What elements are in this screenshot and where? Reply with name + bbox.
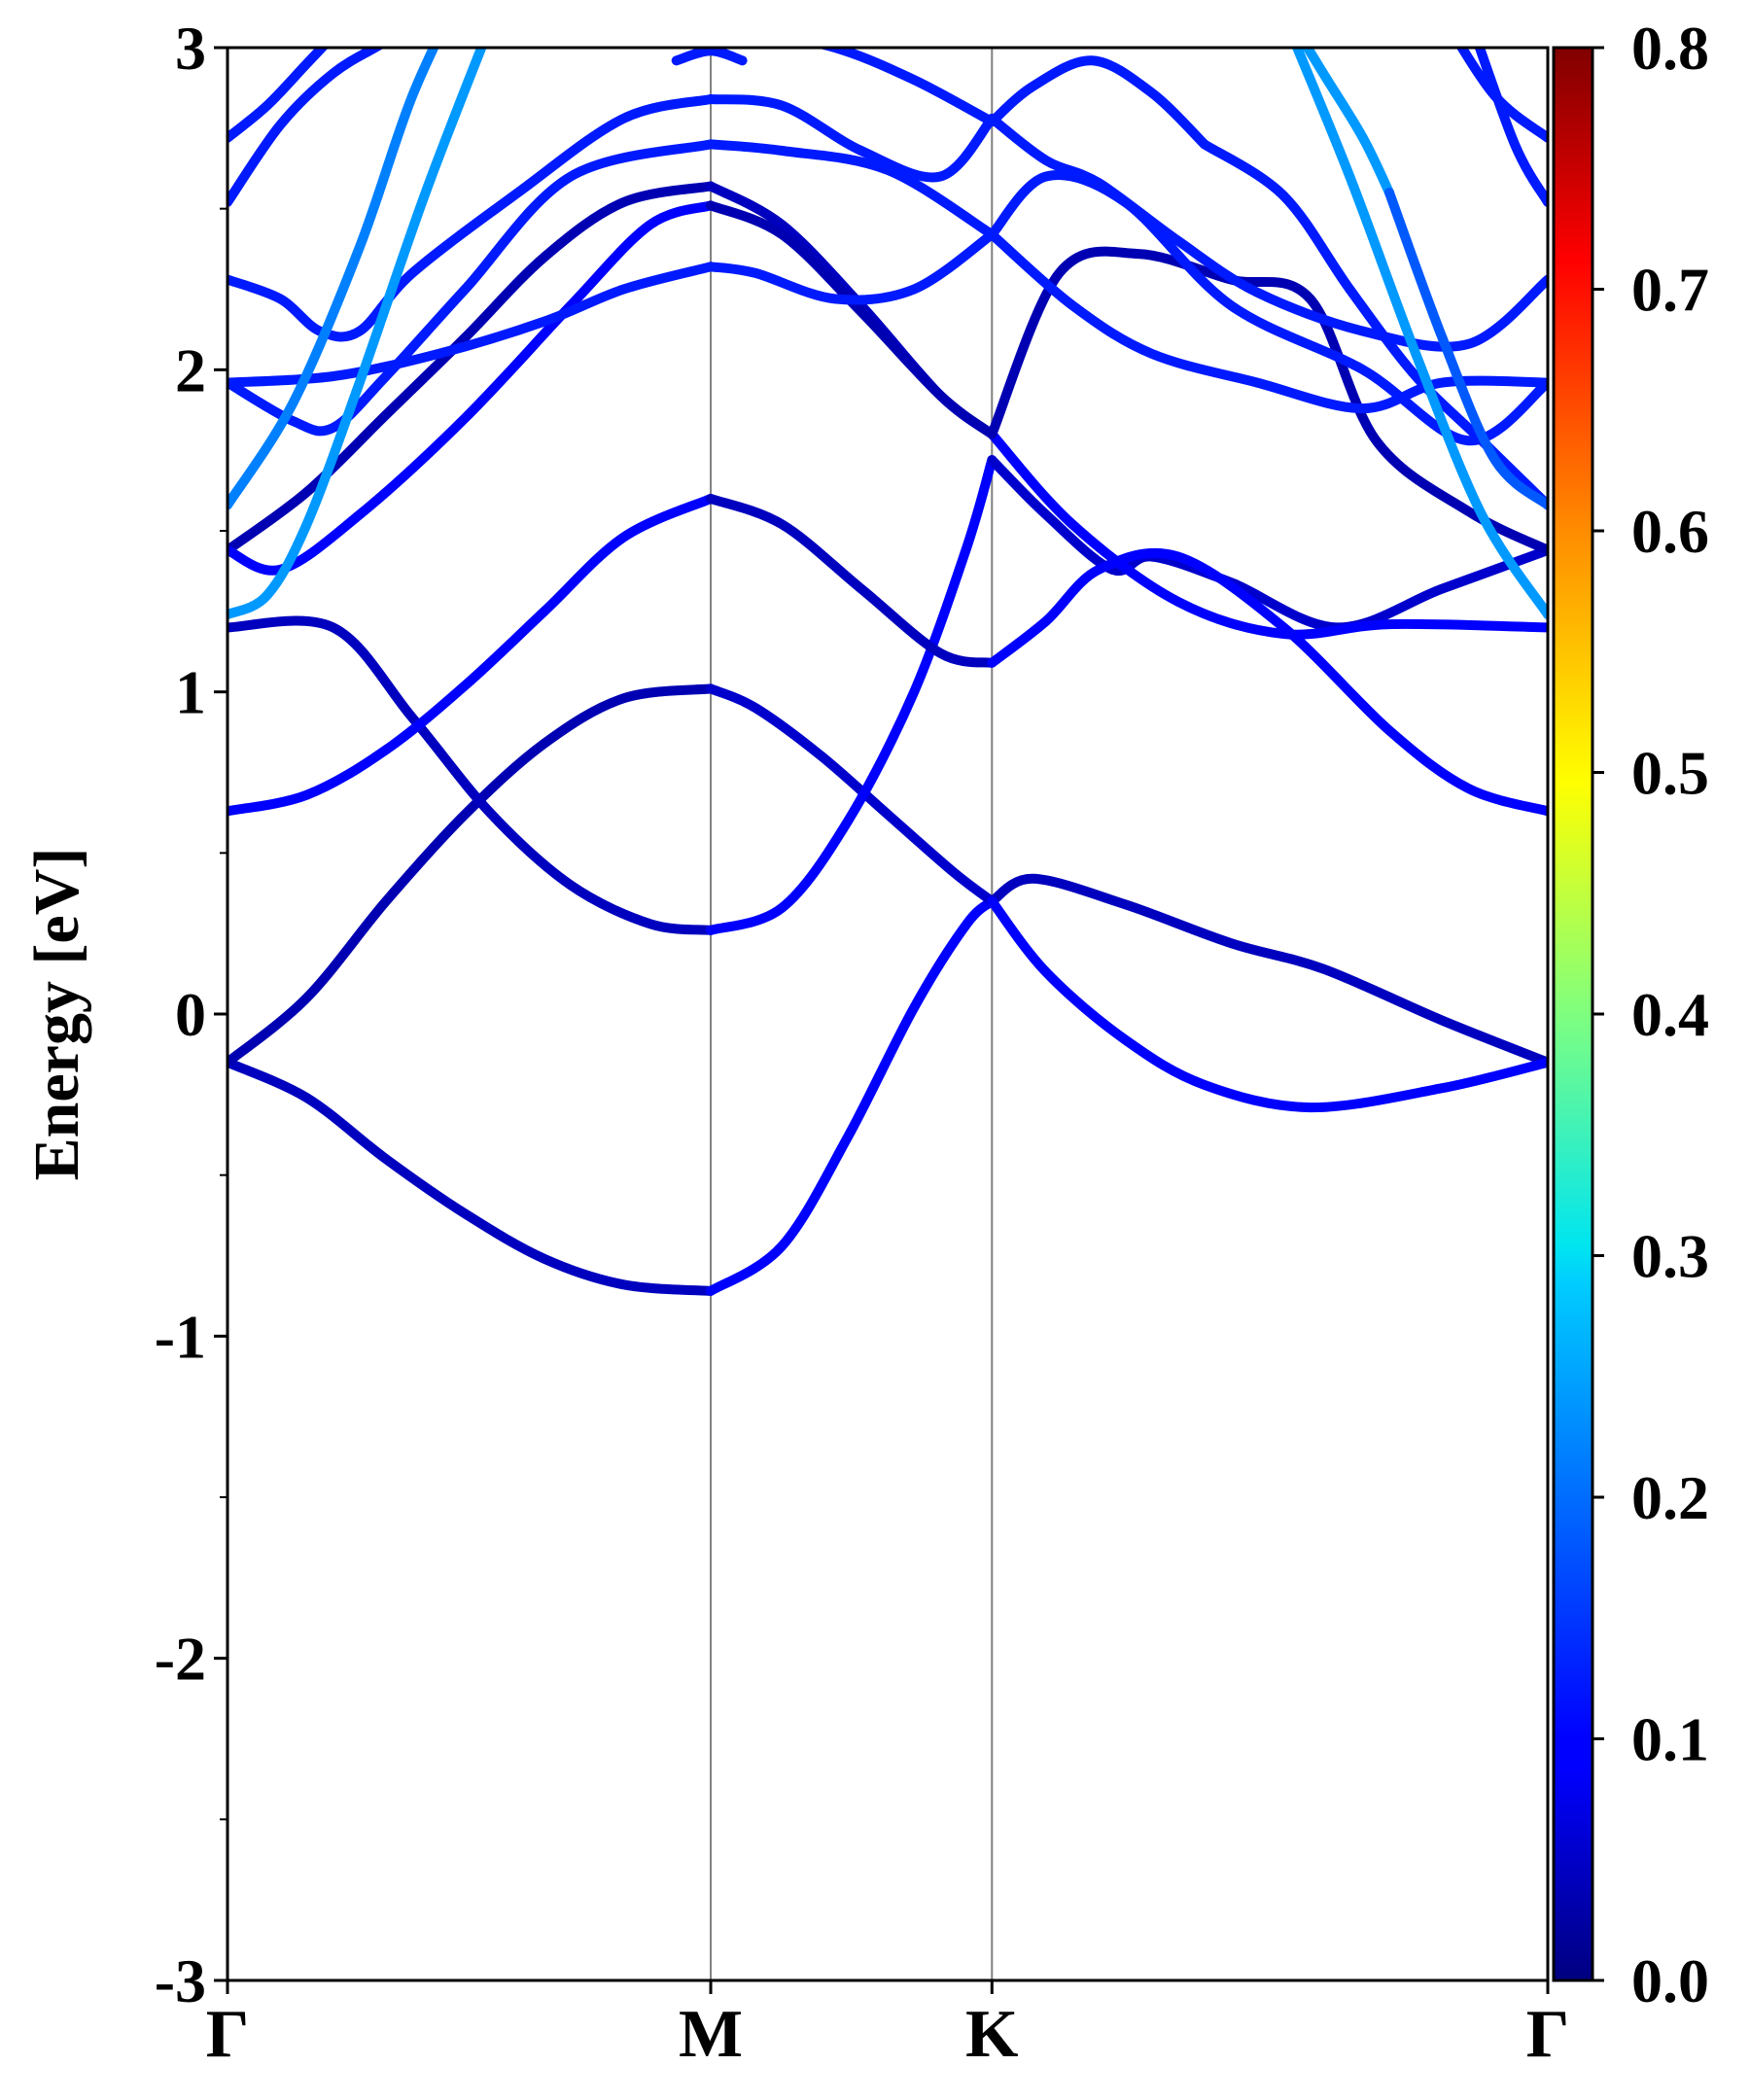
y-tick-label: -3 [155, 1946, 206, 2015]
colorbar-tick-label: 0.0 [1631, 1946, 1709, 2015]
band-segment-38 [1291, 48, 1548, 620]
band-segment-26 [706, 139, 998, 240]
band-segment-25 [228, 139, 716, 437]
colorbar-tick-label: 0.8 [1631, 14, 1709, 83]
band-segment-4 [228, 683, 716, 1068]
band-segment-13 [228, 181, 716, 555]
band-segment-36 [228, 48, 487, 620]
band-segment-12 [987, 547, 1548, 817]
band-segment-31 [815, 48, 998, 127]
band-segment-1 [228, 1057, 716, 1296]
band-segment-11 [706, 493, 998, 668]
kpoint-label: Γ [1526, 1997, 1570, 2072]
band-segment-10 [228, 493, 716, 817]
band-segment-7 [228, 615, 716, 935]
y-tick-label: -2 [155, 1625, 206, 1694]
colorbar-tick-label: 0.5 [1631, 739, 1709, 808]
band-segment-22 [228, 94, 716, 342]
colorbar-tick-label: 0.1 [1631, 1705, 1709, 1774]
kpoint-label: Γ [206, 1997, 250, 2072]
kpoint-label: M [679, 1997, 743, 2072]
band-segment-24 [987, 113, 1548, 352]
colorbar-axis: 0.0 0.1 0.2 0.3 0.4 0.5 0.6 0.7 0.8 [1592, 14, 1709, 2015]
y-tick-label: -1 [155, 1302, 206, 1371]
band-segment-35 [1474, 48, 1548, 207]
band-segment-32 [987, 55, 1209, 150]
y-tick-label: 0 [175, 980, 206, 1049]
band-segment-17 [706, 200, 998, 439]
band-segment-29 [228, 48, 330, 143]
band-segment-21 [987, 229, 1548, 414]
colorbar-tick-label: 0.7 [1631, 256, 1709, 325]
band-segment-6 [987, 896, 1548, 1113]
colorbar-tick-label: 0.6 [1631, 497, 1709, 566]
band-segment-2 [706, 896, 998, 1296]
kpoint-label: K [965, 1997, 1018, 2072]
colorbar-tick-label: 0.2 [1631, 1463, 1709, 1532]
y-tick-label: 3 [175, 14, 206, 83]
colorbar-tick-label: 0.3 [1631, 1222, 1709, 1291]
band-segment-27 [987, 170, 1548, 446]
band-segment-15 [987, 429, 1548, 640]
band-segment-34 [1455, 48, 1548, 143]
band-segment-28 [228, 48, 385, 207]
band-segment-40 [1384, 188, 1548, 510]
y-tick-label: 1 [175, 658, 206, 727]
band-segment-39 [1301, 48, 1394, 198]
colorbar-tick-label: 0.4 [1631, 980, 1709, 1049]
band-segment-37 [228, 48, 439, 510]
y-tick-label: 2 [175, 335, 206, 404]
band-segment-18 [987, 246, 1548, 555]
band-segment-20 [706, 229, 998, 305]
band-segment-5 [706, 683, 998, 906]
band-lines [228, 48, 1548, 1296]
band-segment-19 [228, 262, 716, 388]
kpoint-lines [710, 48, 994, 1980]
band-segment-30 [671, 48, 748, 66]
colorbar [1552, 46, 1594, 1982]
band-segment-23 [706, 94, 998, 183]
y-axis-title: Energy [eV] [21, 848, 92, 1181]
band-segment-8 [706, 455, 998, 935]
y-axis: -3 -2 -1 0 1 2 3 [155, 14, 228, 2015]
band-segment-3 [987, 873, 1548, 1068]
